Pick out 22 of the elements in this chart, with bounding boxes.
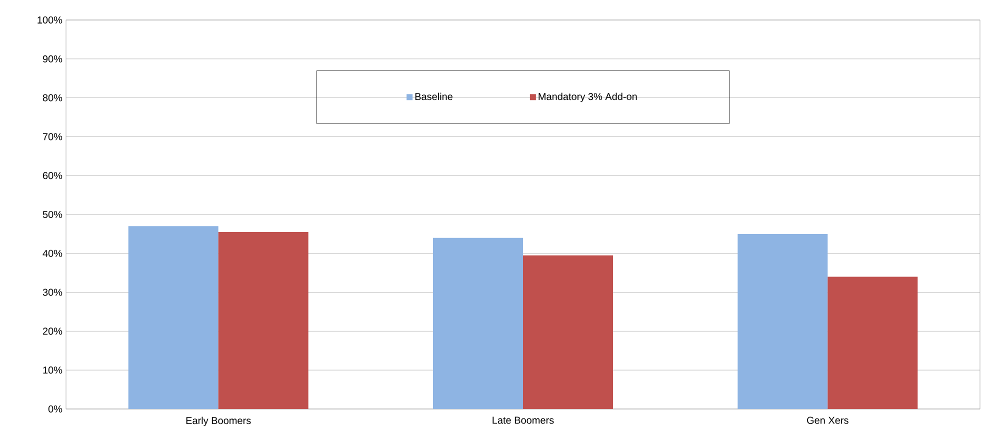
- y-tick-label: 70%: [42, 133, 62, 140]
- y-tick-label: 40%: [42, 250, 62, 257]
- legend-label: Mandatory 3% Add-on: [538, 92, 637, 102]
- bar: [128, 226, 218, 409]
- y-tick-label: 30%: [42, 288, 62, 296]
- y-tick-label: 0%: [48, 405, 62, 413]
- x-tick-label: Gen Xers: [807, 416, 848, 424]
- x-tick-label: Late Boomers: [492, 416, 554, 424]
- y-tick-label: 100%: [38, 16, 62, 24]
- bar: [738, 234, 828, 409]
- y-tick-label: 50%: [42, 210, 62, 218]
- bar: [218, 232, 308, 409]
- legend-label: Baseline: [415, 92, 452, 100]
- bar: [828, 276, 918, 409]
- bar: [523, 255, 613, 409]
- x-tick-label: Early Boomers: [186, 416, 251, 426]
- y-tick-label: 10%: [43, 366, 62, 374]
- y-tick-label: 90%: [42, 55, 62, 62]
- y-tick-label: 20%: [42, 328, 62, 335]
- y-tick-label: 80%: [42, 94, 62, 102]
- y-tick-label: 60%: [42, 172, 62, 180]
- bar: [433, 238, 523, 409]
